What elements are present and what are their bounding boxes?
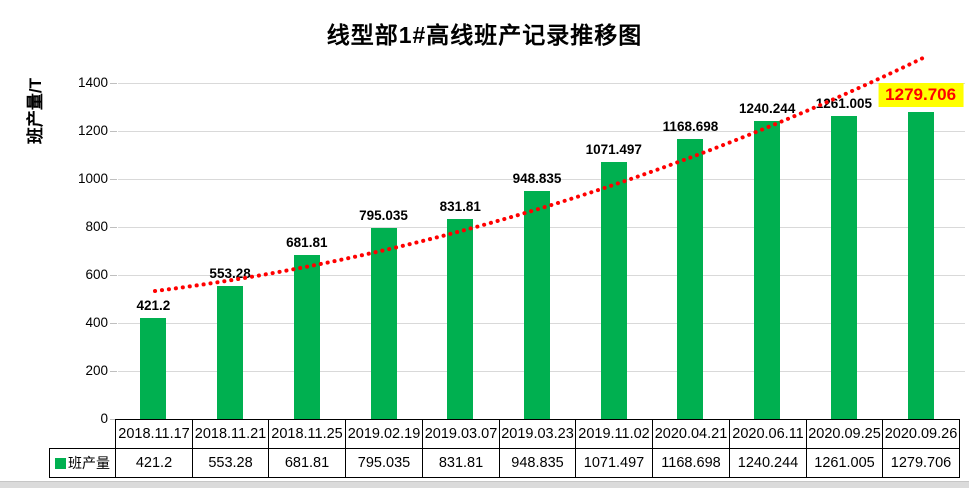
date-header-cell: 2019.03.07 xyxy=(422,419,500,449)
value-cell: 553.28 xyxy=(192,448,269,478)
y-axis-tick xyxy=(110,275,117,276)
y-tick-label: 400 xyxy=(85,315,108,330)
date-header-cell: 2018.11.17 xyxy=(115,419,193,449)
date-header-cell: 2019.03.23 xyxy=(499,419,576,449)
y-tick-label: 0 xyxy=(100,411,108,426)
bar xyxy=(524,191,550,419)
y-axis-tick xyxy=(110,131,117,132)
value-cell: 795.035 xyxy=(345,448,423,478)
bar xyxy=(754,121,780,419)
bar xyxy=(447,219,473,419)
gridline xyxy=(118,83,965,84)
bar xyxy=(601,162,627,419)
bar-value-label: 1071.497 xyxy=(585,142,642,157)
bar-value-label: 553.28 xyxy=(209,266,251,281)
y-tick-label: 1400 xyxy=(77,75,108,90)
legend-label: 班产量 xyxy=(68,455,110,471)
y-axis-tick xyxy=(110,323,117,324)
y-axis-title: 班产量/T xyxy=(26,77,45,145)
date-header-cell: 2019.11.02 xyxy=(575,419,653,449)
bar-value-label: 1240.244 xyxy=(739,101,796,116)
bar-value-label: 795.035 xyxy=(359,208,408,223)
bar xyxy=(217,286,243,419)
date-header-cell: 2019.02.19 xyxy=(345,419,423,449)
value-cell: 831.81 xyxy=(422,448,500,478)
bar xyxy=(908,112,934,419)
value-cell: 681.81 xyxy=(268,448,346,478)
value-cell: 1279.706 xyxy=(882,448,960,478)
series-color-swatch-icon xyxy=(55,457,66,469)
bar xyxy=(371,228,397,419)
bar-value-label: 948.835 xyxy=(512,171,562,186)
bar xyxy=(294,255,320,419)
date-header-cell: 2020.09.26 xyxy=(882,419,960,449)
y-axis-tick xyxy=(110,179,117,180)
value-cell: 1261.005 xyxy=(806,448,883,478)
window-bottom-strip xyxy=(0,481,969,488)
highlighted-value-label: 1279.706 xyxy=(878,83,964,107)
value-cell: 1071.497 xyxy=(575,448,653,478)
date-header-cell: 2018.11.21 xyxy=(192,419,269,449)
value-cell: 1240.244 xyxy=(729,448,807,478)
bar-value-label: 1168.698 xyxy=(662,119,719,134)
value-cell: 948.835 xyxy=(499,448,576,478)
y-tick-label: 1200 xyxy=(77,123,108,138)
y-axis-tick xyxy=(110,227,117,228)
y-axis-tick xyxy=(110,371,117,372)
bar xyxy=(831,116,857,419)
date-header-cell: 2018.11.25 xyxy=(268,419,346,449)
bar-value-label: 831.81 xyxy=(439,199,481,214)
bar-value-label: 1261.005 xyxy=(815,96,873,111)
value-cell: 1168.698 xyxy=(652,448,730,478)
date-header-cell: 2020.04.21 xyxy=(652,419,730,449)
bar xyxy=(677,139,703,419)
y-tick-label: 800 xyxy=(85,219,108,234)
legend-cell: 班产量 xyxy=(49,448,116,478)
bar-value-label: 421.2 xyxy=(136,298,171,313)
bar xyxy=(140,318,166,419)
value-cell: 421.2 xyxy=(115,448,193,478)
date-header-cell: 2020.09.25 xyxy=(806,419,883,449)
chart-title: 线型部1#高线班产记录推移图 xyxy=(326,22,643,48)
y-axis-tick xyxy=(110,419,117,420)
y-tick-label: 200 xyxy=(85,363,108,378)
y-tick-label: 1000 xyxy=(77,171,108,186)
bar-value-label: 681.81 xyxy=(286,235,328,250)
date-header-cell: 2020.06.11 xyxy=(729,419,807,449)
y-tick-label: 600 xyxy=(85,267,108,282)
y-axis-tick xyxy=(110,83,117,84)
